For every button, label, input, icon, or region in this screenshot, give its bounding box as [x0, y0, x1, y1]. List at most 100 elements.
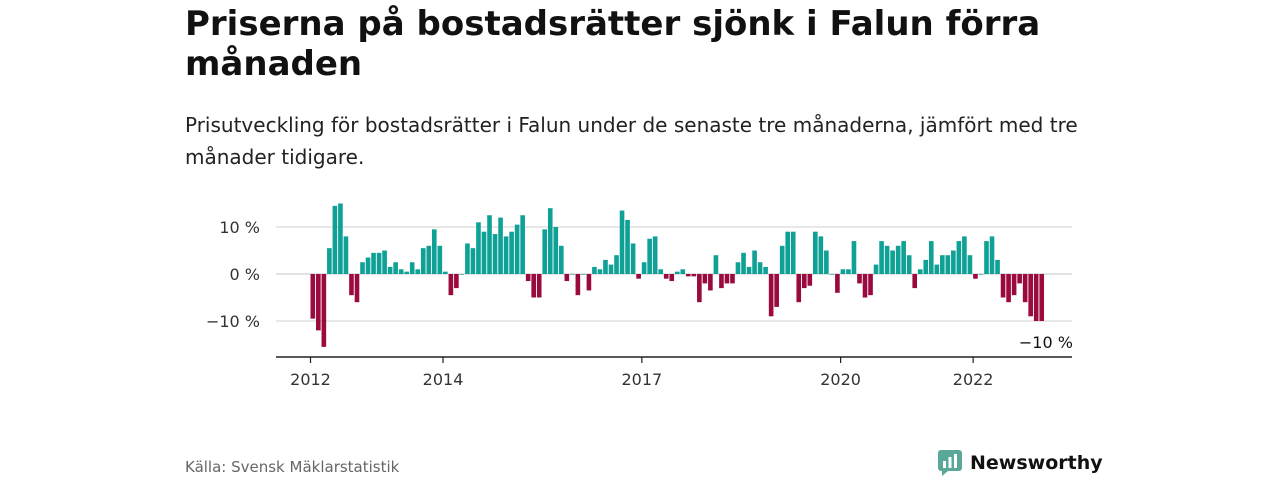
bar [338, 203, 343, 274]
bar [702, 274, 708, 284]
bar [542, 229, 548, 274]
bar [404, 271, 409, 274]
bar [448, 274, 454, 296]
bar [614, 255, 619, 274]
bar [310, 274, 316, 319]
chart-title: Priserna på bostadsrätter sjönk i Falun … [185, 4, 1041, 84]
x-tick-label: 2022 [953, 370, 994, 389]
bar [470, 248, 476, 274]
bar [697, 274, 702, 303]
bar [547, 208, 553, 274]
bar [1017, 274, 1022, 284]
bar [658, 269, 664, 274]
bar [525, 274, 531, 282]
bar [443, 271, 448, 274]
bar [581, 274, 586, 275]
bar [437, 245, 443, 274]
bar-chart: 10 % 0 % −10 % 2012 2014 2017 2020 2022 −10 % [206, 203, 1073, 389]
bar [923, 259, 929, 274]
bar [431, 229, 437, 274]
bar [868, 274, 873, 296]
bar [1000, 274, 1006, 298]
bar [956, 241, 962, 274]
bar [625, 219, 630, 274]
bar [951, 250, 956, 274]
newsworthy-logo[interactable]: Newsworthy [938, 449, 1103, 477]
bar [558, 245, 564, 274]
bar [365, 257, 371, 274]
bar [807, 274, 813, 286]
bar [884, 245, 890, 274]
bar [371, 252, 376, 274]
bar [995, 259, 1000, 274]
y-tick-label: 10 % [219, 218, 260, 237]
bar [503, 236, 509, 274]
bar [553, 227, 559, 274]
bar [641, 262, 647, 274]
bar [752, 250, 757, 274]
bar [564, 274, 570, 282]
bar [531, 274, 536, 298]
x-tick-label: 2014 [423, 370, 464, 389]
bar [746, 266, 752, 274]
y-tick-label: 0 % [230, 265, 260, 284]
bar [454, 274, 459, 289]
bar [879, 241, 884, 274]
bar [360, 262, 365, 274]
newsworthy-logo-icon [938, 450, 962, 476]
bar [873, 264, 879, 274]
bar [514, 224, 520, 274]
bar [829, 274, 835, 275]
bar [669, 274, 675, 282]
bar [719, 274, 724, 289]
bar [492, 234, 498, 274]
bar [354, 274, 360, 303]
bar [785, 231, 791, 274]
bar [962, 236, 967, 274]
bar [459, 274, 465, 275]
bar [597, 269, 603, 274]
brand-name: Newsworthy [970, 452, 1103, 474]
bar [415, 269, 421, 274]
bar [481, 231, 487, 274]
bar [846, 269, 851, 274]
bar [862, 274, 868, 298]
bar [1022, 274, 1028, 303]
bar [393, 262, 398, 274]
bar [520, 215, 525, 274]
bar [973, 274, 978, 279]
bar [647, 238, 652, 274]
bar [928, 241, 934, 274]
bar [619, 210, 625, 274]
bar [327, 248, 332, 274]
bar [824, 250, 829, 274]
bar [818, 236, 824, 274]
bar [840, 269, 846, 274]
bar [376, 252, 382, 274]
bar [906, 255, 912, 274]
bar [934, 264, 940, 274]
bar [835, 274, 840, 293]
bar [801, 274, 807, 289]
bar [332, 205, 338, 274]
source-note: Källa: Svensk Mäklarstatistik [185, 458, 400, 476]
bar [1039, 274, 1045, 321]
bar [586, 274, 592, 291]
bar [984, 241, 989, 274]
bar [321, 274, 327, 347]
bar [989, 236, 995, 274]
bar [796, 274, 802, 303]
bar [316, 274, 321, 331]
bar [967, 255, 973, 274]
bar [1011, 274, 1017, 296]
bar [724, 274, 730, 284]
bar [608, 264, 614, 274]
bar [652, 236, 658, 274]
bar [890, 250, 895, 274]
bar [398, 269, 404, 274]
bar [509, 231, 514, 274]
bar [940, 255, 945, 274]
bar [945, 255, 951, 274]
bar [487, 215, 492, 274]
bar [708, 274, 713, 291]
